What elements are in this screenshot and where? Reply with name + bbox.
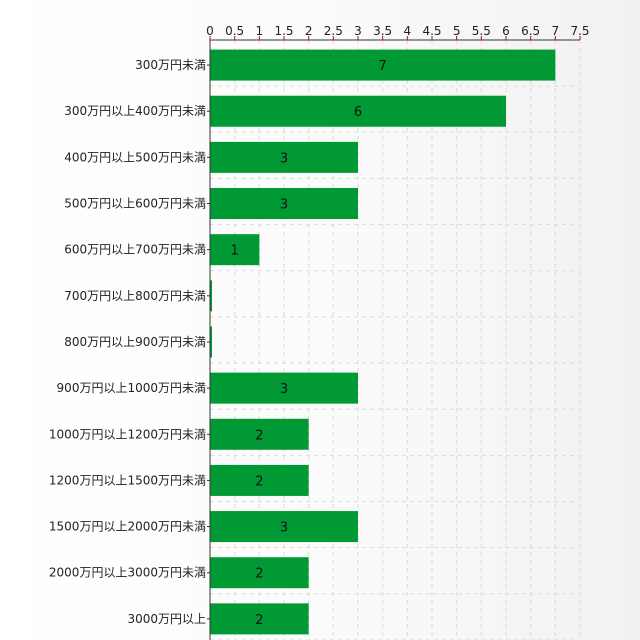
bar (210, 372, 358, 404)
data-label: 3 (280, 198, 288, 213)
x-tick-label: 0.5 (225, 24, 244, 38)
bar (210, 603, 309, 635)
gridlines (210, 40, 581, 640)
data-label: 6 (354, 105, 362, 120)
category-label: 800万円以上900万円未満 (64, 335, 206, 349)
bar (210, 188, 358, 220)
data-label: 2 (255, 613, 263, 628)
data-label: 2 (255, 567, 263, 582)
category-label: 2000万円以上3000万円未満 (49, 566, 206, 580)
data-label: 3 (280, 382, 288, 397)
x-tick-label: 5 (453, 24, 461, 38)
x-tick-label: 5.5 (472, 24, 491, 38)
data-label: 2 (255, 474, 263, 489)
bar (210, 326, 212, 358)
category-label: 600万円以上700万円未満 (64, 243, 206, 257)
category-label: 1200万円以上1500万円未満 (49, 473, 206, 487)
data-label: 2 (255, 428, 263, 443)
category-label: 500万円以上600万円未満 (64, 197, 206, 211)
data-label: 3 (280, 521, 288, 536)
category-label: 700万円以上800万円未満 (64, 289, 206, 303)
axes: 0 0.5 1 1.5 2 2.5 3 3.5 4 4.5 5 5.5 6 6.5 7 7.5 (206, 24, 590, 640)
category-label: 300万円以上400万円未満 (64, 104, 206, 118)
category-label: 1000万円以上1200万円未満 (49, 427, 206, 441)
bar (210, 280, 212, 312)
bar (210, 557, 309, 589)
x-tick-label: 7.5 (570, 24, 589, 38)
data-label: 7 (379, 59, 387, 74)
data-labels: 300万円未満 7 300万円以上400万円未満 6 400万円以上500万円未満 3 50… (49, 58, 387, 628)
bar (210, 511, 358, 543)
bar (210, 141, 358, 173)
bar (210, 95, 506, 127)
x-tick-label: 6.5 (521, 24, 540, 38)
category-label: 300万円未満 (135, 58, 206, 72)
x-tick-label: 3.5 (373, 24, 392, 38)
data-label: 3 (280, 151, 288, 166)
bar (210, 418, 309, 450)
category-label: 3000万円以上 (127, 612, 206, 626)
x-tick-label: 4 (404, 24, 412, 38)
x-tick-label: 1.5 (274, 24, 293, 38)
x-tick-label: 0 (206, 24, 214, 38)
x-tick-label: 7 (552, 24, 560, 38)
bar (210, 234, 260, 266)
x-tick-label: 6 (502, 24, 510, 38)
x-tick-label: 3 (354, 24, 362, 38)
x-tick-label: 2.5 (324, 24, 343, 38)
data-label: 1 (231, 244, 239, 259)
x-tick-label: 4.5 (422, 24, 441, 38)
bar (210, 464, 309, 496)
x-tick-label: 1 (256, 24, 264, 38)
bars (210, 49, 556, 635)
category-label: 1500万円以上2000万円未満 (49, 520, 206, 534)
category-label: 900万円以上1000万円未満 (57, 381, 206, 395)
category-label: 400万円以上500万円未満 (64, 150, 206, 164)
bar (210, 49, 556, 81)
x-tick-label: 2 (305, 24, 313, 38)
